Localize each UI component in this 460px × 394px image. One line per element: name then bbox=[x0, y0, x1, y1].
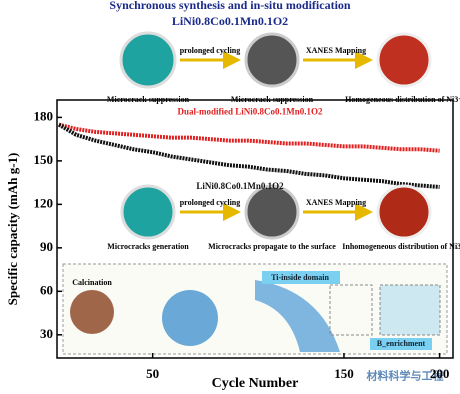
watermark: 材料科学与工程 bbox=[367, 369, 444, 383]
bottom-row: prolonged cycling XANES Mapping Microcra… bbox=[107, 184, 460, 251]
particle bbox=[119, 31, 177, 89]
top-row: prolonged cycling XANES Mapping Microcra… bbox=[107, 31, 460, 104]
domain-box bbox=[379, 284, 441, 336]
label-box bbox=[370, 338, 432, 350]
y-tick-label: 120 bbox=[34, 195, 54, 210]
inset-label: Calcination bbox=[72, 278, 112, 287]
particle bbox=[376, 32, 432, 88]
y-tick-label: 150 bbox=[34, 152, 54, 167]
domain-box bbox=[329, 284, 373, 336]
x-tick-label: 150 bbox=[334, 366, 354, 381]
shell bbox=[255, 280, 340, 352]
panel-label: Inhomogeneous distribution of Ni3+ bbox=[342, 242, 460, 251]
arrow-label: XANES Mapping bbox=[306, 198, 366, 207]
label-box bbox=[262, 271, 340, 284]
inset: Calcination Ti-inside domain B_enrichmen… bbox=[62, 263, 448, 355]
y-tick-label: 60 bbox=[40, 282, 53, 297]
series-line bbox=[57, 122, 440, 189]
x-tick-label: 200 bbox=[430, 366, 450, 381]
particle bbox=[162, 290, 218, 346]
series-label: Dual-modified LiNi0.8Co0.1Mn0.1O2 bbox=[177, 107, 323, 117]
title: Synchronous synthesis and in-situ modifi… bbox=[109, 0, 351, 12]
y-tick-label: 180 bbox=[34, 108, 54, 123]
series-line bbox=[58, 122, 440, 153]
arrow-label: prolonged cycling bbox=[180, 198, 241, 207]
panel-label: Microcrack suppression bbox=[107, 95, 190, 104]
y-axis-label: Specific capacity (mAh g-1) bbox=[5, 153, 20, 306]
particle bbox=[244, 184, 300, 240]
particle bbox=[376, 184, 432, 240]
panel-label: Homogeneous distribution of Ni3+ bbox=[345, 95, 460, 104]
particle bbox=[70, 290, 114, 334]
x-tick-label: 50 bbox=[146, 366, 159, 381]
y-tick-label: 30 bbox=[40, 326, 53, 341]
inset-label: B_enrichment bbox=[377, 339, 426, 348]
plot-frame bbox=[56, 99, 454, 359]
series-label: LiNi0.8Co0.1Mn0.1O2 bbox=[196, 181, 284, 191]
panel-label: Microcrack suppression bbox=[231, 95, 314, 104]
panel-label: Microcracks propagate to the surface bbox=[208, 242, 336, 251]
particle bbox=[120, 184, 176, 240]
panel-label: Microcracks generation bbox=[107, 242, 189, 251]
x-axis-label: Cycle Number bbox=[212, 376, 299, 391]
inset-label: Ti-inside domain bbox=[271, 273, 329, 282]
particle bbox=[244, 32, 300, 88]
arrow-label: XANES Mapping bbox=[306, 46, 366, 55]
arrow-label: prolonged cycling bbox=[180, 46, 241, 55]
subtitle: LiNi0.8Co0.1Mn0.1O2 bbox=[172, 14, 288, 28]
y-tick-label: 90 bbox=[40, 239, 53, 254]
